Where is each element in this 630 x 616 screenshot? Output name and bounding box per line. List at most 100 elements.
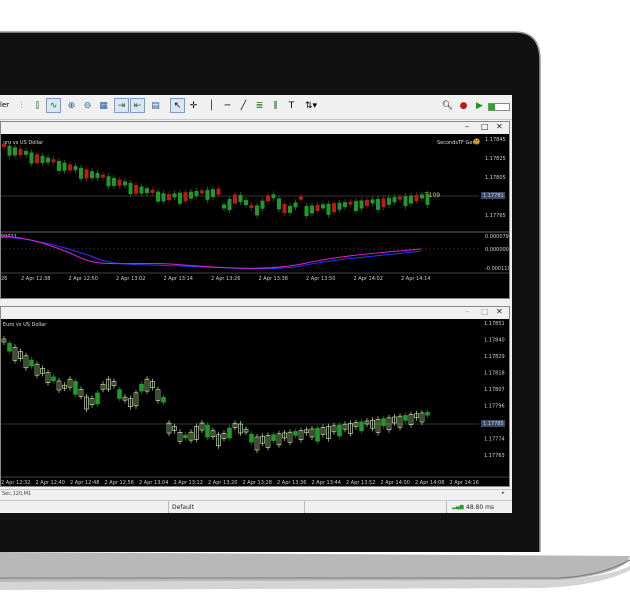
time-axis-label: 2 Apr 13:28 bbox=[243, 480, 272, 486]
candle bbox=[29, 359, 34, 367]
search-icon[interactable]: 🔍︎ bbox=[441, 100, 454, 111]
candle bbox=[408, 414, 414, 425]
candle bbox=[95, 172, 100, 178]
candle bbox=[255, 205, 259, 216]
candle bbox=[57, 161, 61, 171]
candle bbox=[409, 195, 413, 204]
candle bbox=[282, 432, 287, 439]
zoom-out-icon[interactable]: ⊖ bbox=[83, 100, 92, 111]
maximize-icon[interactable]: □ bbox=[481, 122, 489, 131]
ea-label: SecondsTF GenX bbox=[437, 140, 480, 146]
indicators-icon[interactable]: ▤ bbox=[151, 100, 160, 111]
candle bbox=[216, 188, 221, 195]
candle bbox=[392, 197, 397, 203]
bar-chart-icon[interactable]: ⫶ bbox=[20, 100, 23, 111]
cursor-icon[interactable]: ↖ bbox=[170, 98, 185, 113]
candle bbox=[89, 398, 95, 405]
candle bbox=[106, 176, 111, 187]
chart-tab[interactable]: Sec,120,M1 bbox=[2, 491, 32, 497]
candle bbox=[101, 174, 105, 178]
tab-scroll-icon[interactable]: ▸ bbox=[502, 490, 505, 496]
text-icon[interactable]: T bbox=[288, 100, 295, 111]
price-axis-label: 1.17805 bbox=[485, 175, 506, 181]
top-chart-title: uro vs US Dollar bbox=[3, 140, 44, 146]
trendline-icon[interactable]: ╱ bbox=[240, 100, 247, 111]
candle bbox=[227, 427, 232, 439]
time-axis-label: 2 Apr 13:50 bbox=[306, 276, 335, 282]
candle bbox=[73, 166, 78, 171]
horizontal-line-icon[interactable]: ─ bbox=[224, 100, 231, 111]
candle bbox=[232, 423, 238, 428]
candle bbox=[381, 198, 386, 208]
candle bbox=[189, 191, 193, 199]
price-axis-label: 1.17818 bbox=[484, 371, 505, 377]
osc-main-line bbox=[1, 235, 422, 269]
candle bbox=[359, 200, 364, 209]
candle bbox=[304, 429, 309, 434]
channel-icon[interactable]: ⫼ bbox=[273, 100, 278, 111]
candle bbox=[238, 195, 243, 203]
chart-shift-icon[interactable]: ⇤ bbox=[130, 98, 145, 113]
zoom-in-icon[interactable]: ⊕ bbox=[67, 100, 76, 111]
time-axis-label: 2 Apr 13:14 bbox=[164, 276, 193, 282]
candle bbox=[249, 433, 254, 443]
candle bbox=[7, 145, 12, 156]
osc-axis-label: 0.000079 bbox=[485, 234, 509, 240]
time-axis-label: 2 Apr 13:04 bbox=[139, 480, 168, 486]
candle bbox=[414, 195, 419, 201]
candle bbox=[387, 197, 391, 205]
candle bbox=[68, 164, 72, 171]
top-chart-window[interactable]: – □ ✕ uro vs US Dollar SecondsTF GenX ☻ … bbox=[0, 121, 510, 299]
candle bbox=[29, 152, 34, 164]
candle bbox=[100, 383, 106, 390]
candle bbox=[425, 411, 430, 416]
close-icon[interactable]: ✕ bbox=[496, 307, 503, 316]
price-axis-label: 1.17840 bbox=[484, 338, 505, 344]
candle-chart-icon[interactable]: ⫿ bbox=[36, 100, 39, 111]
line-label: T109 bbox=[424, 192, 440, 199]
top-chart-canvas: 1.178451.178251.178051.177851.177651.177… bbox=[1, 137, 509, 282]
candle bbox=[205, 424, 210, 438]
time-axis-label: 2 Apr 12:40 bbox=[36, 480, 65, 486]
close-icon[interactable]: ✕ bbox=[496, 122, 503, 131]
autotrading-icon[interactable]: ▶ bbox=[476, 100, 483, 111]
bottom-chart-window[interactable]: – □ ✕ Euro vs US Dollar 1.17851 1.17840 1.… bbox=[0, 306, 510, 487]
arrows-icon[interactable]: ⇅▾ bbox=[304, 100, 318, 111]
line-chart-icon[interactable]: ∿ bbox=[46, 98, 61, 113]
candle bbox=[337, 202, 342, 210]
top-window-titlebar: – □ ✕ bbox=[1, 122, 509, 134]
chat-icon[interactable]: ● bbox=[459, 100, 468, 111]
time-axis-label: 2 Apr 12:32 bbox=[1, 480, 30, 486]
minimize-icon[interactable]: – bbox=[465, 307, 469, 316]
minimize-icon[interactable]: – bbox=[465, 122, 469, 131]
candle bbox=[199, 422, 205, 431]
time-axis-label: 2 Apr 12:48 bbox=[70, 480, 99, 486]
candle bbox=[166, 422, 172, 434]
candle bbox=[233, 194, 237, 204]
tile-windows-icon[interactable]: ▦ bbox=[99, 100, 108, 111]
current-price-box bbox=[481, 192, 505, 199]
time-axis-label: 2 Apr 13:02 bbox=[116, 276, 145, 282]
candle bbox=[331, 425, 337, 433]
candle bbox=[145, 188, 149, 194]
candle bbox=[271, 194, 276, 199]
price-axis-label: 1.17765 bbox=[485, 213, 506, 219]
current-price-label: 1.17781 bbox=[483, 193, 504, 199]
status-bar: Default ▂▄▆ 48.80 ms bbox=[0, 500, 512, 513]
time-axis-label: 2 Apr 13:52 bbox=[346, 480, 375, 486]
vertical-line-icon[interactable]: │ bbox=[208, 100, 215, 111]
fibonacci-icon[interactable]: ≣ bbox=[255, 100, 264, 111]
candle bbox=[375, 419, 381, 433]
time-axis-label: 26 bbox=[1, 276, 7, 282]
candle bbox=[133, 392, 139, 407]
candle bbox=[128, 183, 133, 195]
maximize-icon[interactable]: □ bbox=[481, 307, 489, 316]
candle bbox=[260, 435, 265, 444]
candle bbox=[156, 191, 160, 202]
candle bbox=[326, 203, 331, 215]
terminal-screen: ler ⫶ ⫿ ∿ ⊕ ⊖ ▦ ⇥ ⇤ ▤ ↖ ✛ │ ─ ╱ ≣ ⫼ T ⇅▾… bbox=[0, 95, 512, 513]
candle bbox=[40, 368, 45, 374]
crosshair-icon[interactable]: ✛ bbox=[189, 100, 198, 111]
candle bbox=[161, 193, 166, 202]
autoscroll-icon[interactable]: ⇥ bbox=[114, 98, 129, 113]
